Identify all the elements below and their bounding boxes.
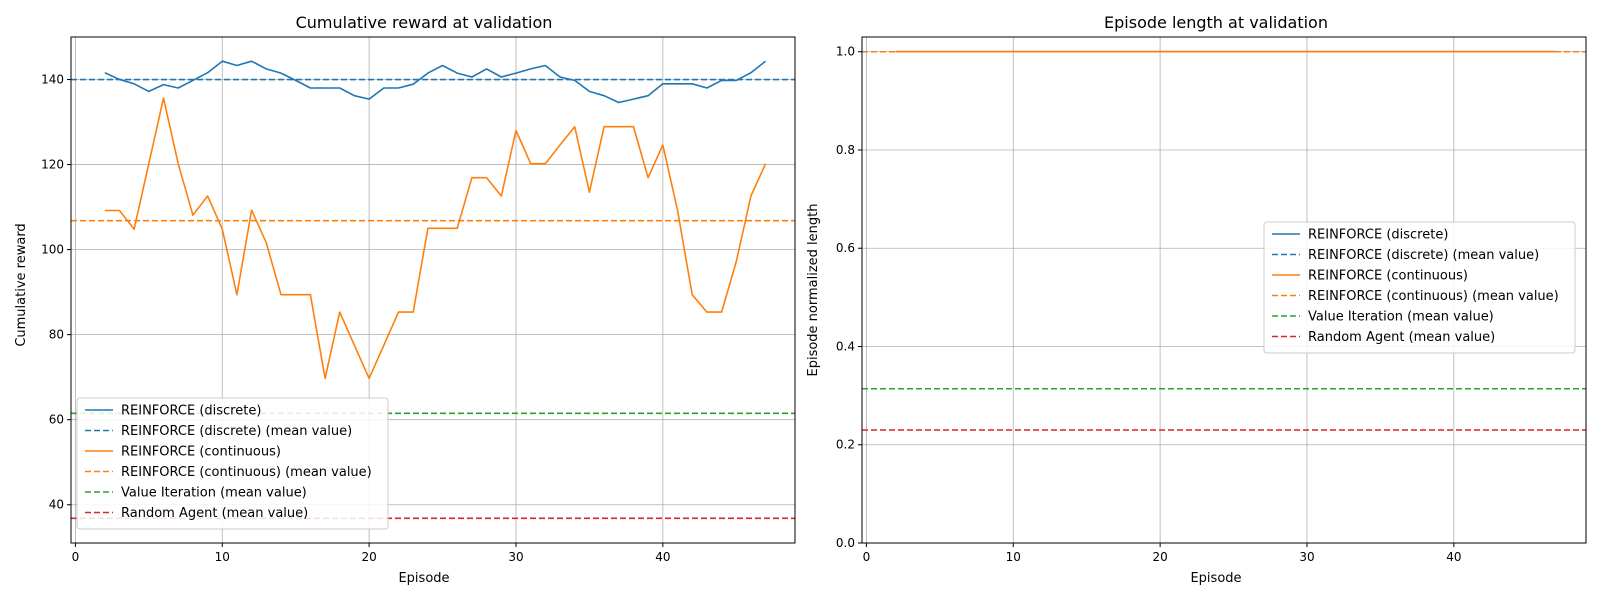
reward-xtick-label: 30 xyxy=(508,550,523,564)
reward-chart-panel: Cumulative reward at validation Episode … xyxy=(14,13,796,586)
reward-xtick-label: 0 xyxy=(72,550,80,564)
length-chart-panel: Episode length at validation Episode Epi… xyxy=(806,13,1587,586)
length-xtick-label: 30 xyxy=(1299,550,1314,564)
reward-ytick-label: 120 xyxy=(41,158,64,172)
reward-legend-label: REINFORCE (discrete) (mean value) xyxy=(121,424,352,439)
reward-ytick-label: 40 xyxy=(49,498,64,512)
reward-legend-label: REINFORCE (continuous) (mean value) xyxy=(121,465,372,480)
length-legend-box xyxy=(1263,221,1576,354)
reward-series-reinforce-continuous-line xyxy=(104,97,767,380)
reward-ytick-label: 60 xyxy=(49,413,64,427)
reward-xtick-label: 10 xyxy=(215,550,230,564)
reward-xtick-label: 40 xyxy=(655,550,670,564)
reward-series-reinforce-discrete-line xyxy=(104,60,767,104)
reward-ytick-label: 100 xyxy=(41,243,64,257)
length-legend-label: REINFORCE (continuous) (mean value) xyxy=(1308,289,1559,304)
length-legend-label: REINFORCE (discrete) (mean value) xyxy=(1308,248,1539,263)
reward-chart-xlabel: Episode xyxy=(398,571,449,586)
length-ytick-label: 0.8 xyxy=(836,143,855,157)
reward-ytick-label: 140 xyxy=(41,73,64,87)
length-chart-ylabel: Episode normalized length xyxy=(806,204,821,377)
reward-legend-label: REINFORCE (continuous) xyxy=(121,445,281,460)
length-ytick-label: 0.4 xyxy=(836,339,855,353)
reward-ytick-label: 80 xyxy=(49,328,64,342)
length-ticks: 0 10 20 30 40 0.0 0.2 0.4 0.6 0.8 1.0 xyxy=(836,45,1462,564)
length-xtick-label: 20 xyxy=(1152,550,1167,564)
length-series-lines xyxy=(862,50,1586,431)
length-ytick-label: 1.0 xyxy=(836,45,855,59)
length-ytick-label: 0.2 xyxy=(836,438,855,452)
reward-legend: REINFORCE (discrete) REINFORCE (discrete)… xyxy=(76,397,389,530)
length-plot-frame xyxy=(861,36,1587,544)
reward-chart-title: Cumulative reward at validation xyxy=(296,13,553,32)
length-chart-xlabel: Episode xyxy=(1190,571,1241,586)
length-xtick-label: 10 xyxy=(1006,550,1021,564)
length-legend-label: REINFORCE (discrete) xyxy=(1308,228,1448,243)
reward-legend-label: REINFORCE (discrete) xyxy=(121,404,261,419)
reward-legend-label: Value Iteration (mean value) xyxy=(121,486,307,501)
reward-xtick-label: 20 xyxy=(361,550,376,564)
length-ytick-label: 0.6 xyxy=(836,241,855,255)
length-legend-label: Random Agent (mean value) xyxy=(1308,330,1495,345)
reward-chart-ylabel: Cumulative reward xyxy=(14,223,29,346)
reward-plot-frame xyxy=(70,36,796,544)
length-legend-label: REINFORCE (continuous) xyxy=(1308,269,1468,284)
length-chart-title: Episode length at validation xyxy=(1104,13,1328,32)
length-legend-label: Value Iteration (mean value) xyxy=(1308,310,1494,325)
length-legend: REINFORCE (discrete) REINFORCE (discrete)… xyxy=(1263,221,1576,354)
length-xtick-label: 40 xyxy=(1446,550,1461,564)
reward-ticks: 0 10 20 30 40 40 60 80 100 120 140 xyxy=(41,73,670,564)
reward-legend-label: Random Agent (mean value) xyxy=(121,506,308,521)
reward-legend-box xyxy=(76,397,389,530)
length-xtick-label: 0 xyxy=(863,550,871,564)
length-ytick-label: 0.0 xyxy=(836,536,855,550)
